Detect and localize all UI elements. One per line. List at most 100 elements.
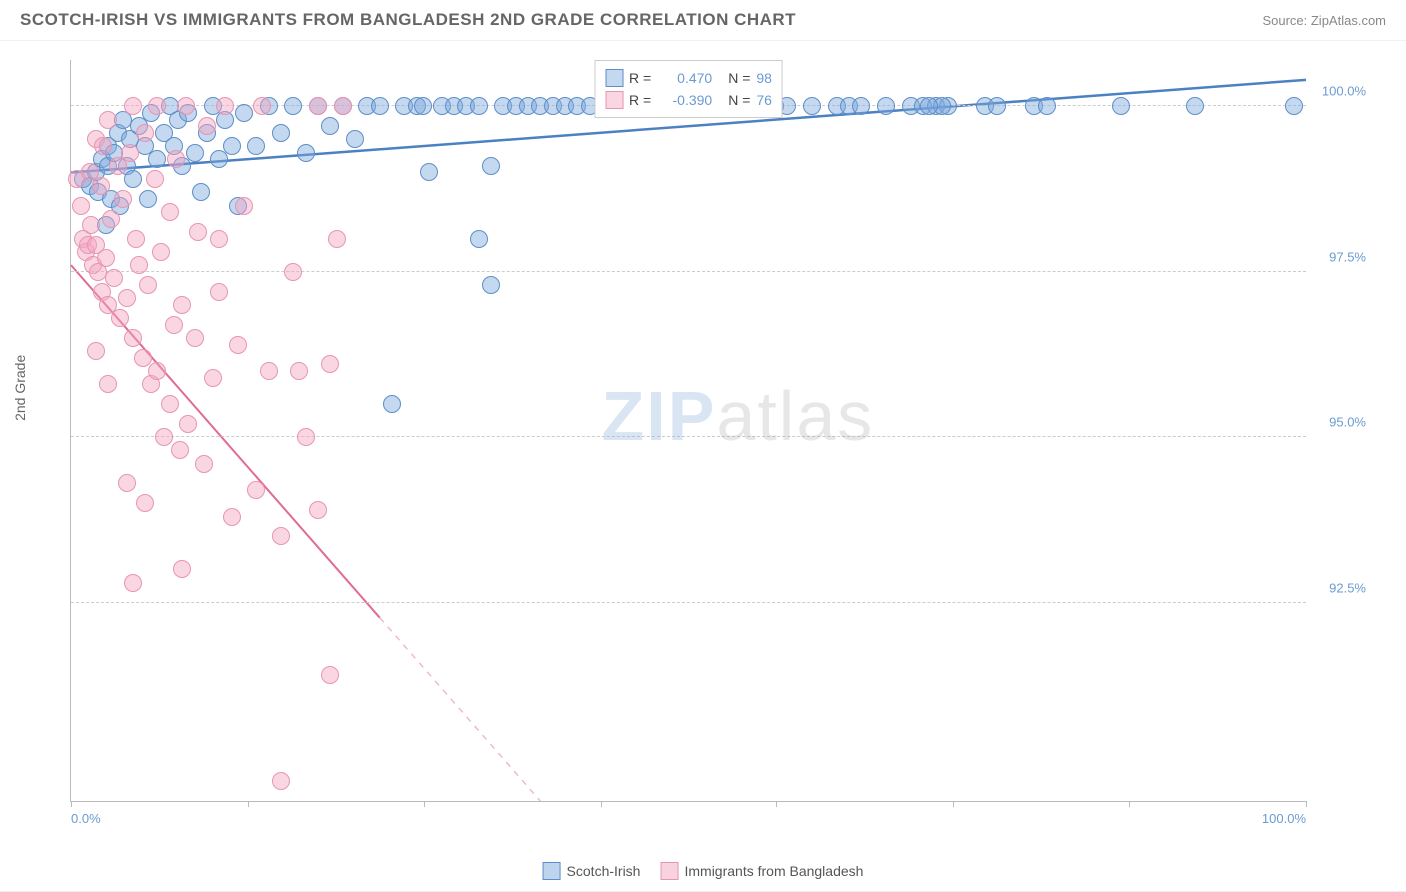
data-point [134,349,152,367]
data-point [414,97,432,115]
data-point [148,97,166,115]
data-point [272,527,290,545]
data-point [210,230,228,248]
data-point [1112,97,1130,115]
data-point [210,283,228,301]
data-point [118,289,136,307]
data-point [118,474,136,492]
chart-title: SCOTCH-IRISH VS IMMIGRANTS FROM BANGLADE… [20,10,796,30]
data-point [171,441,189,459]
data-point [383,395,401,413]
plot-area: ZIPatlas R =0.470N =98R =-0.390N =76 92.… [70,60,1306,802]
data-point [146,170,164,188]
data-point [235,197,253,215]
data-point [139,276,157,294]
data-point [1186,97,1204,115]
data-point [309,501,327,519]
data-point [102,210,120,228]
data-point [152,243,170,261]
x-tick-label: 100.0% [1262,811,1306,826]
data-point [124,97,142,115]
trend-lines [71,60,1306,801]
data-point [165,316,183,334]
y-axis-title: 2nd Grade [12,355,28,421]
data-point [852,97,870,115]
data-point [161,395,179,413]
data-point [253,97,271,115]
y-tick-label: 95.0% [1311,415,1366,430]
data-point [92,177,110,195]
y-tick-label: 97.5% [1311,249,1366,264]
data-point [321,117,339,135]
data-point [198,117,216,135]
data-point [328,230,346,248]
data-point [470,97,488,115]
gridline [71,602,1306,603]
data-point [99,375,117,393]
data-point [192,183,210,201]
data-point [124,574,142,592]
x-tick [1129,801,1130,807]
legend-n-label: N = [728,92,750,108]
data-point [470,230,488,248]
data-point [97,249,115,267]
data-point [877,97,895,115]
source-label: Source: ZipAtlas.com [1262,13,1386,28]
data-point [420,163,438,181]
data-point [173,296,191,314]
data-point [284,263,302,281]
data-point [297,428,315,446]
data-point [114,190,132,208]
data-point [136,494,154,512]
data-point [87,342,105,360]
legend-item: Immigrants from Bangladesh [660,862,863,880]
data-point [247,137,265,155]
legend-correlation-row707: R =-0.390N =76 [605,89,772,111]
data-point [346,130,364,148]
data-point [920,97,938,115]
x-tick-label: 0.0% [71,811,101,826]
legend-label: Scotch-Irish [567,863,641,879]
data-point [204,369,222,387]
data-point [179,415,197,433]
legend-n-value: 98 [756,70,772,86]
legend-item: Scotch-Irish [543,862,641,880]
data-point [334,97,352,115]
data-point [223,508,241,526]
legend-correlation: R = 0.470 N = 98 R =-0.390N =76 [594,60,783,118]
data-point [189,223,207,241]
data-point [229,336,247,354]
data-point [82,216,100,234]
legend-swatch [543,862,561,880]
data-point [161,203,179,221]
data-point [321,355,339,373]
data-point [121,144,139,162]
data-point [186,329,204,347]
x-tick [248,801,249,807]
data-point [173,560,191,578]
data-point [111,309,129,327]
gridline [71,436,1306,437]
data-point [72,197,90,215]
x-tick [601,801,602,807]
legend-bottom: Scotch-Irish Immigrants from Bangladesh [543,862,864,880]
data-point [124,170,142,188]
legend-swatch [605,91,623,109]
legend-swatch [660,862,678,880]
data-point [136,124,154,142]
legend-correlation-row707: R =0.470N =98 [605,67,772,89]
x-tick [776,801,777,807]
data-point [321,666,339,684]
data-point [482,276,500,294]
data-point [124,329,142,347]
y-tick-label: 92.5% [1311,580,1366,595]
data-point [167,150,185,168]
gridline [71,271,1306,272]
data-point [272,124,290,142]
data-point [482,157,500,175]
legend-r-label: R = [629,70,651,86]
watermark-part2: atlas [716,377,874,455]
legend-label: Immigrants from Bangladesh [684,863,863,879]
data-point [309,97,327,115]
legend-r-value: 0.470 [657,70,712,86]
